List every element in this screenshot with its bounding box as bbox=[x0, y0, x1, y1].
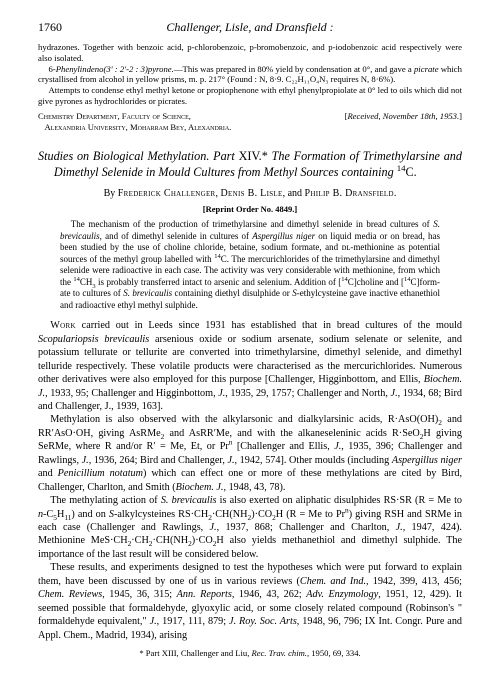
frag-p1-ital: Phenylindeno(3′ : 2′-2 : 3)pyrone. bbox=[56, 64, 174, 74]
and-label: , and bbox=[283, 188, 305, 199]
p4-ar: Ann. Reports bbox=[177, 589, 232, 600]
author3: Philip B. Dransfield bbox=[305, 188, 394, 199]
p1-lead: Work bbox=[50, 320, 76, 331]
abs-a: The mechanism of the production of trime… bbox=[71, 219, 433, 229]
p4-cr: Chem. Reviews bbox=[38, 589, 102, 600]
p2-d: , and with the alkaneseleninic acids bbox=[230, 428, 393, 439]
abs-e: containing diethyl disulphide or bbox=[172, 288, 292, 298]
p3-c: and on bbox=[75, 509, 109, 520]
frag-p0: hydrazones. Together with benzoic acid, … bbox=[38, 42, 462, 64]
p2-g: , 1936, 264; Bird and Challenger, bbox=[89, 455, 228, 466]
affil-line2: Alexandria University, Moharram Bey, Ale… bbox=[44, 122, 231, 132]
p2-c: , giving bbox=[91, 428, 129, 439]
p4-d: , 1946, 43, 262; bbox=[232, 589, 306, 600]
affil-line1: Chemistry Department, Faculty of Science… bbox=[38, 111, 191, 121]
by-label: By bbox=[104, 188, 118, 199]
abs-b: , and of dimethyl selenide in cultures o… bbox=[100, 231, 253, 241]
frag-p2: Attempts to condense ethyl methyl ketone… bbox=[38, 85, 462, 107]
page-number: 1760 bbox=[38, 20, 92, 36]
abs-i3: S. brevicaulis bbox=[123, 288, 172, 298]
p4-c: , 1945, 36, 315; bbox=[102, 589, 176, 600]
p3-g: also yields methanethiol and dimethyl su… bbox=[38, 535, 462, 559]
foot-a: * Part XIII, Challenger and Liu, bbox=[139, 648, 251, 658]
body-p2: Methylation is also observed with the al… bbox=[38, 413, 462, 494]
p3-i1: S. brevicaulis bbox=[161, 495, 217, 506]
top-fragment: hydrazones. Together with benzoic acid, … bbox=[38, 42, 462, 134]
foot-b: , 1950, 69, 334. bbox=[307, 648, 361, 658]
p2-h: , 1942, 574]. Other moulds (including bbox=[235, 455, 392, 466]
affiliation-block: Chemistry Department, Faculty of Science… bbox=[38, 111, 462, 134]
p2-asp: Aspergillus niger bbox=[392, 455, 462, 466]
p4-f: , 1917, 111, 879; bbox=[157, 616, 229, 627]
p3-b: is also exerted on aliphatic disulphides… bbox=[217, 495, 463, 506]
body-p1: Work carried out in Leeds since 1931 has… bbox=[38, 319, 462, 413]
p2-a: Methylation is also observed with the al… bbox=[50, 414, 388, 425]
title-pre: Studies on Biological Methylation. Part bbox=[38, 149, 239, 163]
p4-ae: Adv. Enzym­ology bbox=[306, 589, 378, 600]
foot-j: Rec. Trav. chim. bbox=[252, 648, 307, 658]
p3-e: , 1937, 868; Challenger and Charlton, bbox=[217, 522, 396, 533]
frag-p1-mid: —This was prepared in 80% yield by conde… bbox=[174, 64, 414, 74]
authors-line: By Frederick Challenger, Denis B. Lisle,… bbox=[38, 187, 462, 200]
body-p3: The methylating action of S. brevicaulis… bbox=[38, 494, 462, 561]
p2-b: and bbox=[442, 414, 462, 425]
p3-a: The methylating action of bbox=[50, 495, 161, 506]
p1-d: , 1935, 29, 1757; Challenger and North, bbox=[225, 388, 390, 399]
author1: Frederick Challenger bbox=[118, 188, 216, 199]
p2-j: , 1948, 43, 78). bbox=[223, 482, 285, 493]
received-date: [Received, November 18th, 1953.] bbox=[345, 111, 462, 134]
p2-e: [Challenger and Ellis, bbox=[232, 441, 334, 452]
p2-pen: Penicillium notatum bbox=[58, 468, 143, 479]
body-p4: These results, and experiments designed … bbox=[38, 561, 462, 642]
p4-ci: Chem. and Ind. bbox=[300, 576, 366, 587]
section-gap bbox=[38, 134, 462, 148]
p4-rs: J. Roy. Soc. Arts bbox=[229, 616, 297, 627]
received-text: Received, November 18th, 1953. bbox=[347, 111, 459, 121]
article-title: Studies on Biological Methylation. Part … bbox=[38, 148, 462, 181]
abs-i2: Aspergillus niger bbox=[252, 231, 315, 241]
abstract: The mechanism of the production of trime… bbox=[60, 219, 440, 311]
abs-c3: is probably trans­ferred intact to arsen… bbox=[96, 277, 339, 287]
abs-d: to cultures of bbox=[71, 288, 124, 298]
p2-bj: Biochem. J. bbox=[176, 482, 224, 493]
frag-p1-picrate: picrate bbox=[414, 64, 439, 74]
footnote: * Part XIII, Challenger and Liu, Rec. Tr… bbox=[38, 648, 462, 659]
title-part: XIV.* bbox=[239, 149, 268, 163]
page-root: 1760 Challenger, Lisle, and Dransfield :… bbox=[0, 0, 500, 696]
p1-c: , 1933, 95; Challenger and Higginbottom, bbox=[45, 388, 218, 399]
frag-p1: 6-Phenylindeno(3′ : 2′-2 : 3)pyrone.—Thi… bbox=[38, 64, 462, 86]
p4-b: , 1942, 399, 413, 456; bbox=[366, 576, 462, 587]
p1-a: carried out in Leeds since 1931 has esta… bbox=[76, 320, 462, 331]
p1-scop: Scopulariopsis brevicaulis bbox=[38, 334, 149, 345]
abstract-p: The mechanism of the production of trime… bbox=[60, 219, 440, 311]
affiliation: Chemistry Department, Faculty of Science… bbox=[38, 111, 231, 134]
running-head: 1760 Challenger, Lisle, and Dransfield : bbox=[38, 20, 462, 36]
author2: Denis B. Lisle bbox=[221, 188, 283, 199]
reprint-line: [Reprint Order No. 4849.] bbox=[38, 204, 462, 215]
running-authors: Challenger, Lisle, and Dransfield : bbox=[92, 20, 462, 36]
